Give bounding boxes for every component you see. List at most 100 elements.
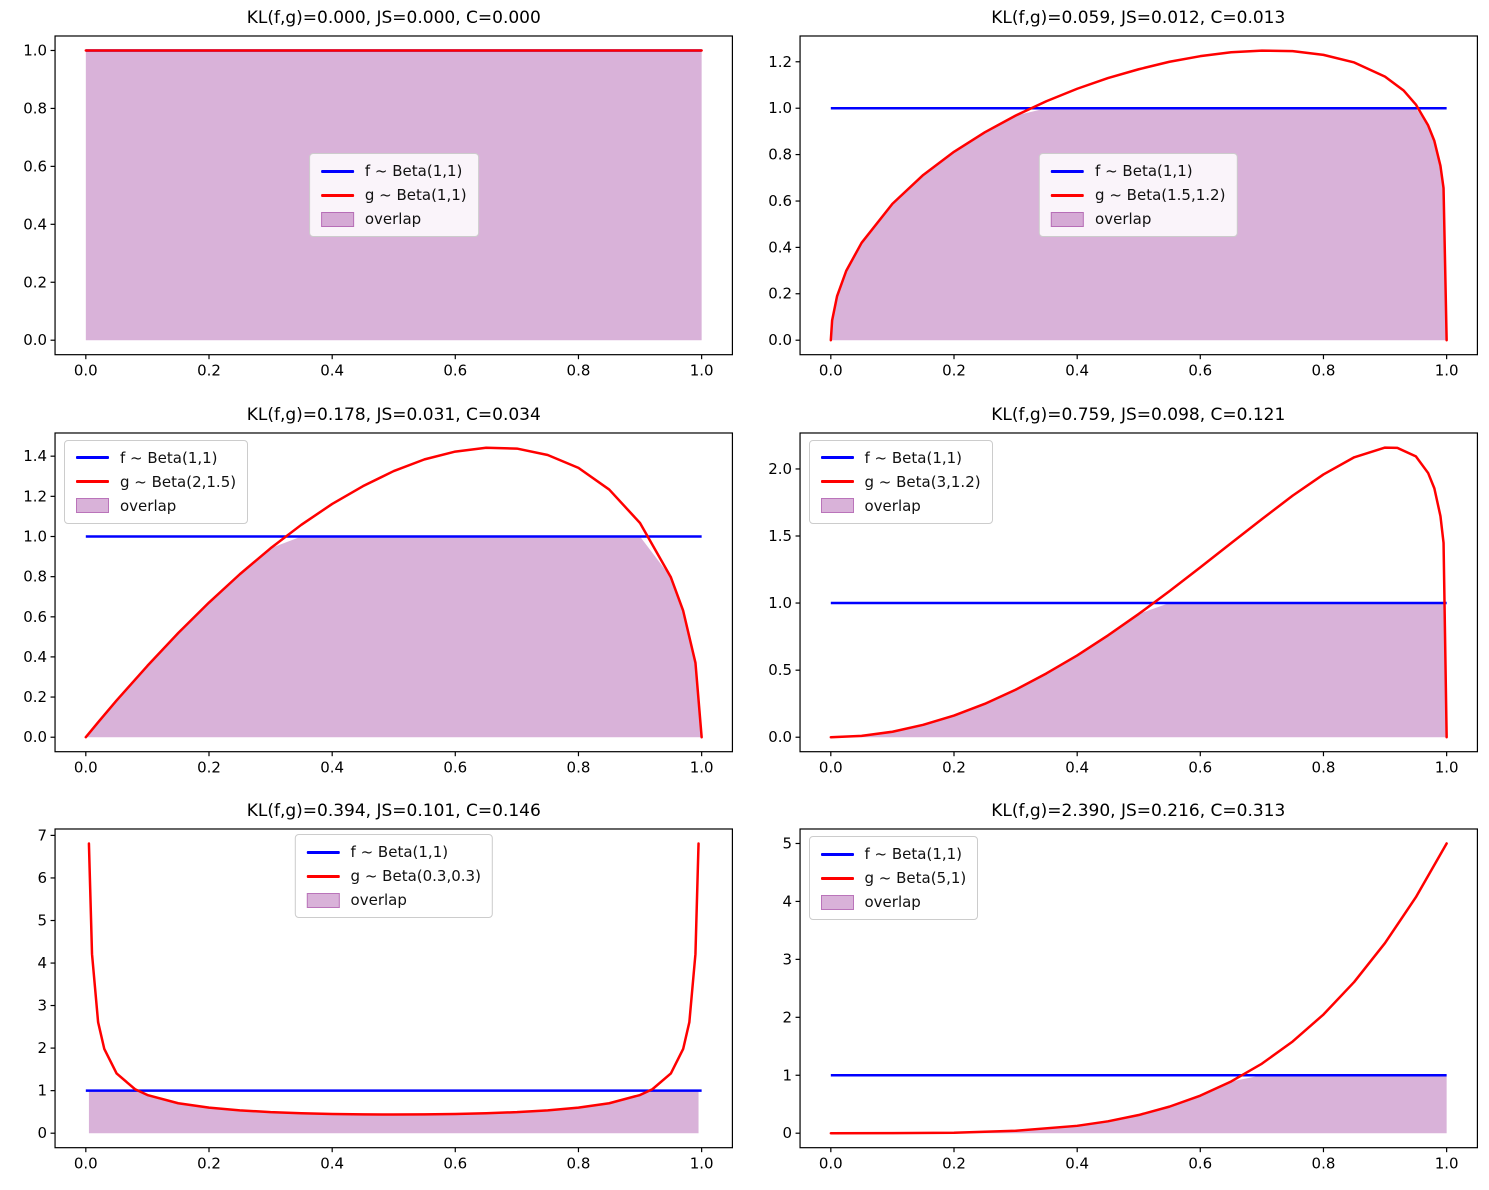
svg-text:2: 2 bbox=[782, 1009, 792, 1027]
legend-box: f ~ Beta(1,1) g ~ Beta(2,1.5) overlap bbox=[64, 439, 249, 524]
legend-label-g: g ~ Beta(3,1.2) bbox=[864, 472, 981, 491]
plot-area: 0.0 0.2 0.4 0.6 0.8 1.0 0.0 0.2 0.4 0.6 0.8 1.0 f ~… bbox=[0, 30, 745, 391]
plot-area: 0.0 0.2 0.4 0.6 0.8 1.0 0.0 0.2 0.4 0.6 0.8 1.0 1.2 1… bbox=[0, 427, 745, 788]
legend-box: f ~ Beta(1,1) g ~ Beta(5,1) overlap bbox=[808, 836, 979, 921]
svg-text:0.4: 0.4 bbox=[1065, 362, 1089, 380]
overlap-patch-swatch bbox=[76, 498, 109, 514]
f-line-swatch bbox=[1051, 169, 1085, 173]
svg-text:6: 6 bbox=[38, 869, 48, 887]
svg-text:0.8: 0.8 bbox=[567, 362, 591, 380]
legend-label-f: f ~ Beta(1,1) bbox=[120, 448, 218, 467]
g-line-swatch bbox=[306, 874, 340, 878]
svg-text:1: 1 bbox=[38, 1082, 48, 1100]
svg-text:0.4: 0.4 bbox=[23, 648, 47, 666]
svg-text:0.0: 0.0 bbox=[23, 331, 47, 349]
overlap-patch-swatch bbox=[1051, 211, 1085, 227]
svg-text:0.4: 0.4 bbox=[320, 362, 344, 380]
svg-text:4: 4 bbox=[38, 954, 48, 972]
legend-entry-g: g ~ Beta(1.5,1.2) bbox=[1051, 186, 1225, 204]
svg-text:2: 2 bbox=[38, 1039, 48, 1057]
svg-text:3: 3 bbox=[782, 951, 792, 969]
legend-entry-g: g ~ Beta(2,1.5) bbox=[76, 473, 236, 491]
legend-label-g: g ~ Beta(1.5,1.2) bbox=[1095, 186, 1226, 205]
legend-entry-g: g ~ Beta(1,1) bbox=[320, 186, 467, 204]
svg-text:0: 0 bbox=[782, 1125, 792, 1143]
legend-entry-overlap: overlap bbox=[320, 210, 467, 228]
svg-text:0.8: 0.8 bbox=[1311, 1155, 1335, 1173]
svg-text:0.8: 0.8 bbox=[567, 758, 591, 776]
subplot-6: KL(f,g)=2.390, JS=0.216, C=0.313 0.0 0.2 0… bbox=[745, 793, 1489, 1190]
svg-text:0.0: 0.0 bbox=[768, 331, 792, 349]
svg-text:5: 5 bbox=[782, 835, 792, 853]
legend-box: f ~ Beta(1,1) g ~ Beta(1.5,1.2) overlap bbox=[1039, 153, 1238, 238]
svg-text:2.0: 2.0 bbox=[768, 460, 792, 478]
svg-text:1.0: 1.0 bbox=[1434, 362, 1458, 380]
svg-text:3: 3 bbox=[38, 997, 48, 1015]
subplot-title: KL(f,g)=0.759, JS=0.098, C=0.121 bbox=[991, 404, 1286, 425]
svg-text:4: 4 bbox=[782, 893, 792, 911]
legend-label-overlap: overlap bbox=[120, 496, 177, 515]
svg-text:0.8: 0.8 bbox=[23, 99, 47, 117]
legend-label-overlap: overlap bbox=[350, 891, 407, 910]
svg-text:1.0: 1.0 bbox=[23, 527, 47, 545]
svg-text:0.2: 0.2 bbox=[942, 362, 966, 380]
legend-entry-overlap: overlap bbox=[306, 891, 481, 910]
g-line-swatch bbox=[1051, 193, 1085, 197]
plot-area: 0.0 0.2 0.4 0.6 0.8 1.0 0 1 2 3 4 5 6 7 f ~ Beta(1,1)… bbox=[0, 823, 745, 1184]
svg-text:0.2: 0.2 bbox=[197, 1155, 221, 1173]
legend-box: f ~ Beta(1,1) g ~ Beta(0.3,0.3) overlap bbox=[294, 834, 493, 919]
svg-text:1.0: 1.0 bbox=[1434, 758, 1458, 776]
legend-label-g: g ~ Beta(2,1.5) bbox=[120, 472, 237, 491]
axes-canvas: 0.0 0.2 0.4 0.6 0.8 1.0 0.0 0.2 0.4 0.6 0.8 1.0 1.2 1… bbox=[23, 432, 734, 776]
legend-entry-g: g ~ Beta(0.3,0.3) bbox=[306, 867, 481, 885]
axes-canvas: 0.0 0.2 0.4 0.6 0.8 1.0 0 1 2 3 4 5 6 7 bbox=[38, 827, 734, 1173]
legend-label-g: g ~ Beta(5,1) bbox=[864, 869, 967, 888]
legend-entry-g: g ~ Beta(5,1) bbox=[820, 869, 967, 888]
svg-text:7: 7 bbox=[38, 827, 48, 845]
svg-text:0.0: 0.0 bbox=[23, 728, 47, 746]
svg-text:5: 5 bbox=[38, 912, 48, 930]
svg-text:1.0: 1.0 bbox=[690, 362, 714, 380]
svg-text:1.0: 1.0 bbox=[1434, 1155, 1458, 1173]
overlap-patch-swatch bbox=[820, 498, 854, 514]
svg-text:0.0: 0.0 bbox=[818, 362, 842, 380]
legend-label-f: f ~ Beta(1,1) bbox=[364, 162, 463, 181]
g-line-swatch bbox=[76, 480, 109, 484]
legend-entry-overlap: overlap bbox=[820, 497, 981, 515]
f-line-swatch bbox=[306, 850, 340, 854]
legend-entry-f: f ~ Beta(1,1) bbox=[306, 843, 481, 862]
legend-entry-g: g ~ Beta(3,1.2) bbox=[820, 472, 981, 491]
legend-label-f: f ~ Beta(1,1) bbox=[864, 448, 963, 467]
svg-text:0.2: 0.2 bbox=[23, 273, 47, 291]
svg-text:1.2: 1.2 bbox=[768, 53, 792, 71]
svg-text:0.4: 0.4 bbox=[320, 758, 344, 776]
svg-text:0.2: 0.2 bbox=[768, 285, 792, 303]
legend-label-f: f ~ Beta(1,1) bbox=[350, 843, 449, 862]
svg-text:0.6: 0.6 bbox=[1188, 1155, 1212, 1173]
svg-text:1.0: 1.0 bbox=[768, 99, 792, 117]
overlap-patch-swatch bbox=[306, 892, 340, 908]
svg-text:0.4: 0.4 bbox=[768, 238, 792, 256]
subplot-title: KL(f,g)=0.059, JS=0.012, C=0.013 bbox=[991, 8, 1286, 28]
legend-entry-f: f ~ Beta(1,1) bbox=[320, 162, 467, 181]
plot-area: 0.0 0.2 0.4 0.6 0.8 1.0 0 1 2 3 4 5 f ~ Beta(1,1) g… bbox=[745, 823, 1489, 1184]
f-line-swatch bbox=[820, 852, 854, 856]
f-line-swatch bbox=[76, 456, 109, 460]
legend-entry-overlap: overlap bbox=[820, 893, 967, 911]
subplot-4: KL(f,g)=0.759, JS=0.098, C=0.121 0.0 0.2 0… bbox=[745, 397, 1489, 794]
f-line-swatch bbox=[320, 169, 354, 173]
legend-entry-f: f ~ Beta(1,1) bbox=[820, 845, 967, 863]
legend-entry-f: f ~ Beta(1,1) bbox=[76, 449, 236, 467]
svg-text:0.4: 0.4 bbox=[1065, 1155, 1089, 1173]
svg-text:0.8: 0.8 bbox=[1311, 362, 1335, 380]
svg-text:0.8: 0.8 bbox=[1311, 758, 1335, 776]
subplot-1: KL(f,g)=0.000, JS=0.000, C=0.000 0.0 0.2 0… bbox=[0, 0, 745, 397]
subplot-2: KL(f,g)=0.059, JS=0.012, C=0.013 0.0 0.2 0… bbox=[745, 0, 1489, 397]
legend-entry-overlap: overlap bbox=[1051, 210, 1225, 228]
svg-text:1.0: 1.0 bbox=[690, 1155, 714, 1173]
svg-text:0.6: 0.6 bbox=[23, 607, 47, 625]
svg-text:0.2: 0.2 bbox=[23, 688, 47, 706]
g-line-swatch bbox=[820, 480, 854, 484]
svg-text:0.6: 0.6 bbox=[1188, 758, 1212, 776]
